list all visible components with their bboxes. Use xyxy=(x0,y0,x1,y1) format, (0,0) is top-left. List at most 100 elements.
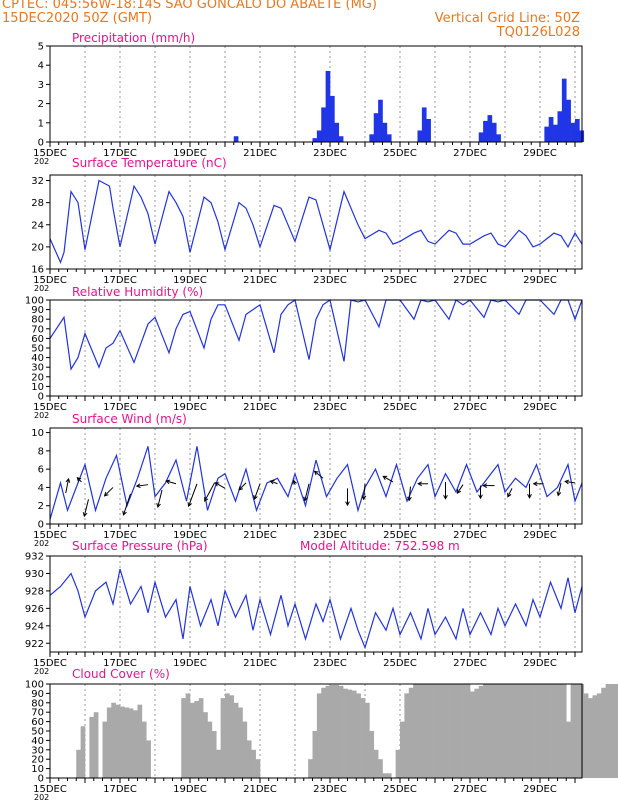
series-line xyxy=(49,568,583,650)
x-tick-label: 19DEC xyxy=(173,275,207,286)
cloud-bar xyxy=(220,698,226,778)
cloud-bar xyxy=(439,684,445,778)
wind-arrow xyxy=(65,478,70,494)
x-tick-label: 17DEC xyxy=(103,148,137,159)
panel-0 xyxy=(46,45,585,147)
cloud-bar xyxy=(141,721,147,778)
wind-arrow-head xyxy=(303,496,308,502)
y-tick-label: 4 xyxy=(38,61,44,72)
x-tick-label: 25DEC xyxy=(383,402,417,413)
y-tick-label: 80 xyxy=(31,315,44,326)
series-line xyxy=(49,446,583,520)
precip-bar xyxy=(373,113,379,142)
y-tick-label: 0 xyxy=(38,392,44,403)
y-tick-label: 60 xyxy=(31,334,44,345)
cloud-bar xyxy=(185,693,191,778)
x-year-label: 202 xyxy=(34,411,49,420)
precip-bar xyxy=(316,130,322,142)
x-tick-label: 17DEC xyxy=(103,275,137,286)
cloud-bar xyxy=(496,684,501,778)
cloud-bar xyxy=(583,693,589,778)
precip-bar xyxy=(575,118,580,142)
wind-arrow xyxy=(507,488,513,497)
cloud-bar xyxy=(553,684,558,778)
cloud-bar xyxy=(531,684,536,778)
y-tick-label: 60 xyxy=(31,717,44,728)
precip-bar xyxy=(487,115,493,142)
cloud-bar xyxy=(211,731,217,778)
precip-bar xyxy=(338,136,344,142)
panel-2 xyxy=(46,299,583,401)
cloud-bar xyxy=(382,773,388,778)
cloud-bar xyxy=(89,716,95,778)
cloud-bar xyxy=(478,685,484,778)
x-tick-label: 23DEC xyxy=(313,658,347,669)
y-tick-label: 10 xyxy=(31,764,44,775)
cloud-bar xyxy=(596,693,602,778)
cloud-bar xyxy=(356,693,361,778)
x-tick-label: 29DEC xyxy=(523,784,557,795)
cloud-bar xyxy=(614,684,618,778)
precip-bar xyxy=(325,70,331,142)
wind-arrow-head xyxy=(135,483,141,489)
x-year-label: 202 xyxy=(34,539,49,548)
x-tick-label: 27DEC xyxy=(453,148,487,159)
wind-arrow xyxy=(557,482,562,496)
cloud-bar xyxy=(242,721,248,778)
wind-arrow xyxy=(408,486,411,501)
precip-bar xyxy=(330,95,335,142)
x-tick-label: 19DEC xyxy=(173,530,207,541)
x-tick-label: 25DEC xyxy=(383,658,417,669)
x-tick-label: 15DEC xyxy=(33,784,67,795)
wind-arrow-head xyxy=(103,491,109,497)
cloud-bar xyxy=(395,749,401,778)
cloud-bar xyxy=(338,685,344,778)
cloud-bar xyxy=(408,687,414,778)
x-tick-label: 21DEC xyxy=(243,784,277,795)
wind-arrow-head xyxy=(443,494,448,500)
cloud-bar xyxy=(413,684,418,778)
cloud-bar xyxy=(246,740,252,778)
panel-5 xyxy=(46,683,618,783)
cloud-bar xyxy=(421,684,427,778)
cloud-bar xyxy=(308,759,313,778)
cloud-bar xyxy=(570,684,576,778)
panel-frame xyxy=(49,299,583,397)
wind-arrow xyxy=(382,475,394,483)
x-tick-label: 21DEC xyxy=(243,402,277,413)
y-tick-label: 4 xyxy=(38,483,44,494)
cloud-bar xyxy=(207,721,213,778)
y-tick-label: 50 xyxy=(31,344,44,355)
cloud-bar xyxy=(316,693,322,778)
wind-arrow-head xyxy=(122,510,127,516)
cloud-bar xyxy=(128,708,134,778)
x-tick-label: 21DEC xyxy=(243,530,277,541)
wind-arrow xyxy=(238,482,247,491)
cloud-bar xyxy=(513,684,519,778)
cloud-bar xyxy=(330,684,335,778)
wind-arrow-head xyxy=(82,512,88,518)
x-tick-label: 21DEC xyxy=(243,658,277,669)
y-tick-label: 2 xyxy=(38,501,44,512)
y-tick-label: 30 xyxy=(31,745,44,756)
cloud-bar xyxy=(80,726,86,778)
y-tick-label: 20 xyxy=(31,242,44,253)
x-tick-label: 19DEC xyxy=(173,402,207,413)
panel-frame xyxy=(49,555,583,653)
x-tick-label: 25DEC xyxy=(383,148,417,159)
cloud-bar xyxy=(452,684,458,778)
cloud-bar xyxy=(373,749,379,778)
cloud-bar xyxy=(548,684,554,778)
precip-bar xyxy=(548,117,554,142)
x-year-label: 202 xyxy=(34,284,49,293)
x-year-label: 202 xyxy=(34,667,49,676)
cloud-bar xyxy=(321,687,326,778)
cloud-bar xyxy=(601,687,606,778)
wind-arrow-head xyxy=(507,492,512,498)
x-tick-label: 15DEC xyxy=(33,658,67,669)
cloud-bar xyxy=(378,759,383,778)
wind-arrow xyxy=(123,493,131,515)
cloud-bar xyxy=(312,731,318,778)
panel-title: Cloud Cover (%) xyxy=(72,667,170,681)
y-tick-label: 20 xyxy=(31,372,44,383)
